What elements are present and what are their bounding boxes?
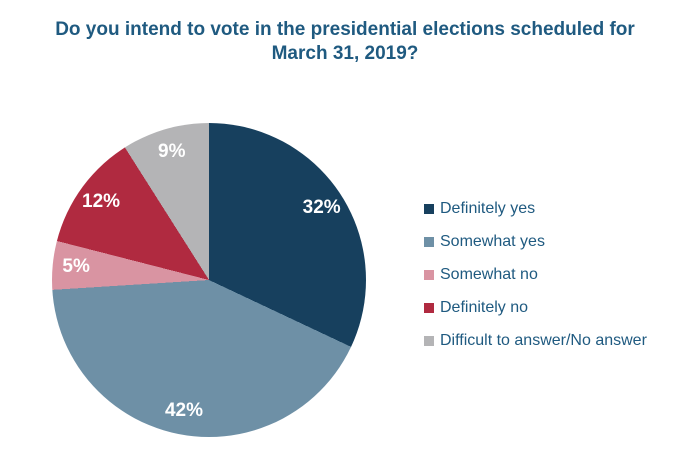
legend-swatch-icon xyxy=(424,204,434,214)
legend: Definitely yes Somewhat yes Somewhat no Def… xyxy=(424,199,647,351)
pie-slice-label: 42% xyxy=(164,400,203,422)
legend-swatch-icon xyxy=(424,336,434,346)
legend-item: Difficult to answer/No answer xyxy=(424,331,647,351)
legend-item: Somewhat yes xyxy=(424,232,647,252)
legend-label: Somewhat yes xyxy=(440,233,545,250)
legend-swatch-icon xyxy=(424,270,434,280)
chart-title-line2: March 31, 2019? xyxy=(271,43,419,64)
chart-title-line1: Do you intend to vote in the presidentia… xyxy=(55,19,635,40)
legend-swatch-icon xyxy=(424,237,434,247)
legend-label: Difficult to answer/No answer xyxy=(440,332,647,349)
pie-slice-label: 12% xyxy=(82,190,121,212)
legend-swatch-icon xyxy=(424,303,434,313)
chart-title: Do you intend to vote in the presidentia… xyxy=(0,18,690,66)
legend-label: Definitely no xyxy=(440,299,529,316)
pie-chart: 32% 42% 5% 12% 9% xyxy=(52,123,366,437)
legend-item: Somewhat no xyxy=(424,265,647,285)
pie-slice-label: 32% xyxy=(302,197,341,219)
legend-label: Somewhat no xyxy=(440,266,538,283)
legend-item: Definitely no xyxy=(424,298,647,318)
pie-slice-label: 5% xyxy=(62,256,90,278)
pie-slice-label: 9% xyxy=(158,140,186,162)
legend-label: Definitely yes xyxy=(440,200,536,217)
legend-item: Definitely yes xyxy=(424,199,647,219)
